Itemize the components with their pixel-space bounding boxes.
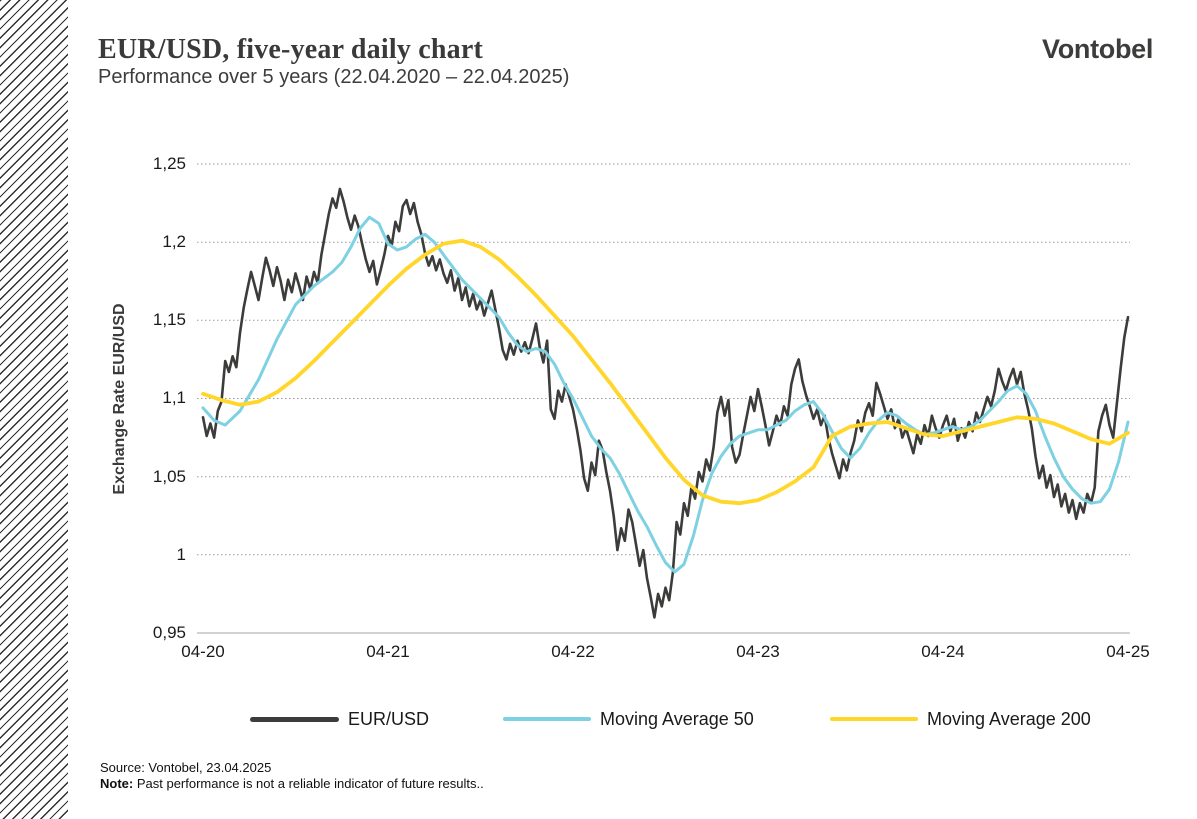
page-subtitle: Performance over 5 years (22.04.2020 – 2… bbox=[98, 66, 570, 88]
y-tick-label: 1 bbox=[176, 545, 186, 564]
x-tick-label: 04-20 bbox=[181, 642, 225, 661]
y-tick-label: 1,15 bbox=[152, 310, 186, 329]
y-tick-label: 0,95 bbox=[152, 623, 186, 642]
x-tick-label: 04-21 bbox=[366, 642, 410, 661]
series-line-moving-average-50 bbox=[201, 215, 1130, 574]
footer: Source: Vontobel, 23.04.2025 Note: Past … bbox=[100, 760, 484, 792]
legend-item-eur-usd: EUR/USD bbox=[250, 707, 429, 731]
vontobel-logo: Vontobel bbox=[1042, 34, 1154, 64]
eur-usd-line-swatch bbox=[250, 716, 339, 722]
note-line: Note: Past performance is not a reliable… bbox=[100, 776, 484, 792]
ma50-line-swatch bbox=[503, 717, 591, 721]
page-title: EUR/USD, five-year daily chart bbox=[98, 34, 483, 65]
legend-label: EUR/USD bbox=[348, 708, 430, 729]
y-tick-label: 1,25 bbox=[152, 154, 186, 173]
x-tick-label: 04-24 bbox=[921, 642, 965, 661]
legend-label: Moving Average 50 bbox=[600, 708, 754, 729]
legend-item-ma200: Moving Average 200 bbox=[830, 707, 1091, 731]
ma200-line-swatch bbox=[830, 717, 918, 721]
x-tick-label: 04-22 bbox=[551, 642, 595, 661]
series-line-moving-average-200 bbox=[201, 238, 1130, 506]
y-tick-label: 1,1 bbox=[162, 388, 186, 407]
series-line-eur-usd bbox=[201, 187, 1130, 619]
x-tick-label: 04-25 bbox=[1106, 642, 1150, 661]
y-tick-label: 1,2 bbox=[162, 232, 186, 251]
note-text: Past performance is not a reliable indic… bbox=[136, 776, 484, 791]
source-line: Source: Vontobel, 23.04.2025 bbox=[100, 760, 272, 775]
legend-item-ma50: Moving Average 50 bbox=[503, 707, 754, 731]
x-tick-label: 04-23 bbox=[736, 642, 780, 661]
note-label: Note: bbox=[100, 776, 134, 791]
diagonal-hatch-border bbox=[0, 0, 68, 819]
y-tick-label: 1,05 bbox=[152, 467, 186, 486]
legend-label: Moving Average 200 bbox=[927, 708, 1091, 729]
